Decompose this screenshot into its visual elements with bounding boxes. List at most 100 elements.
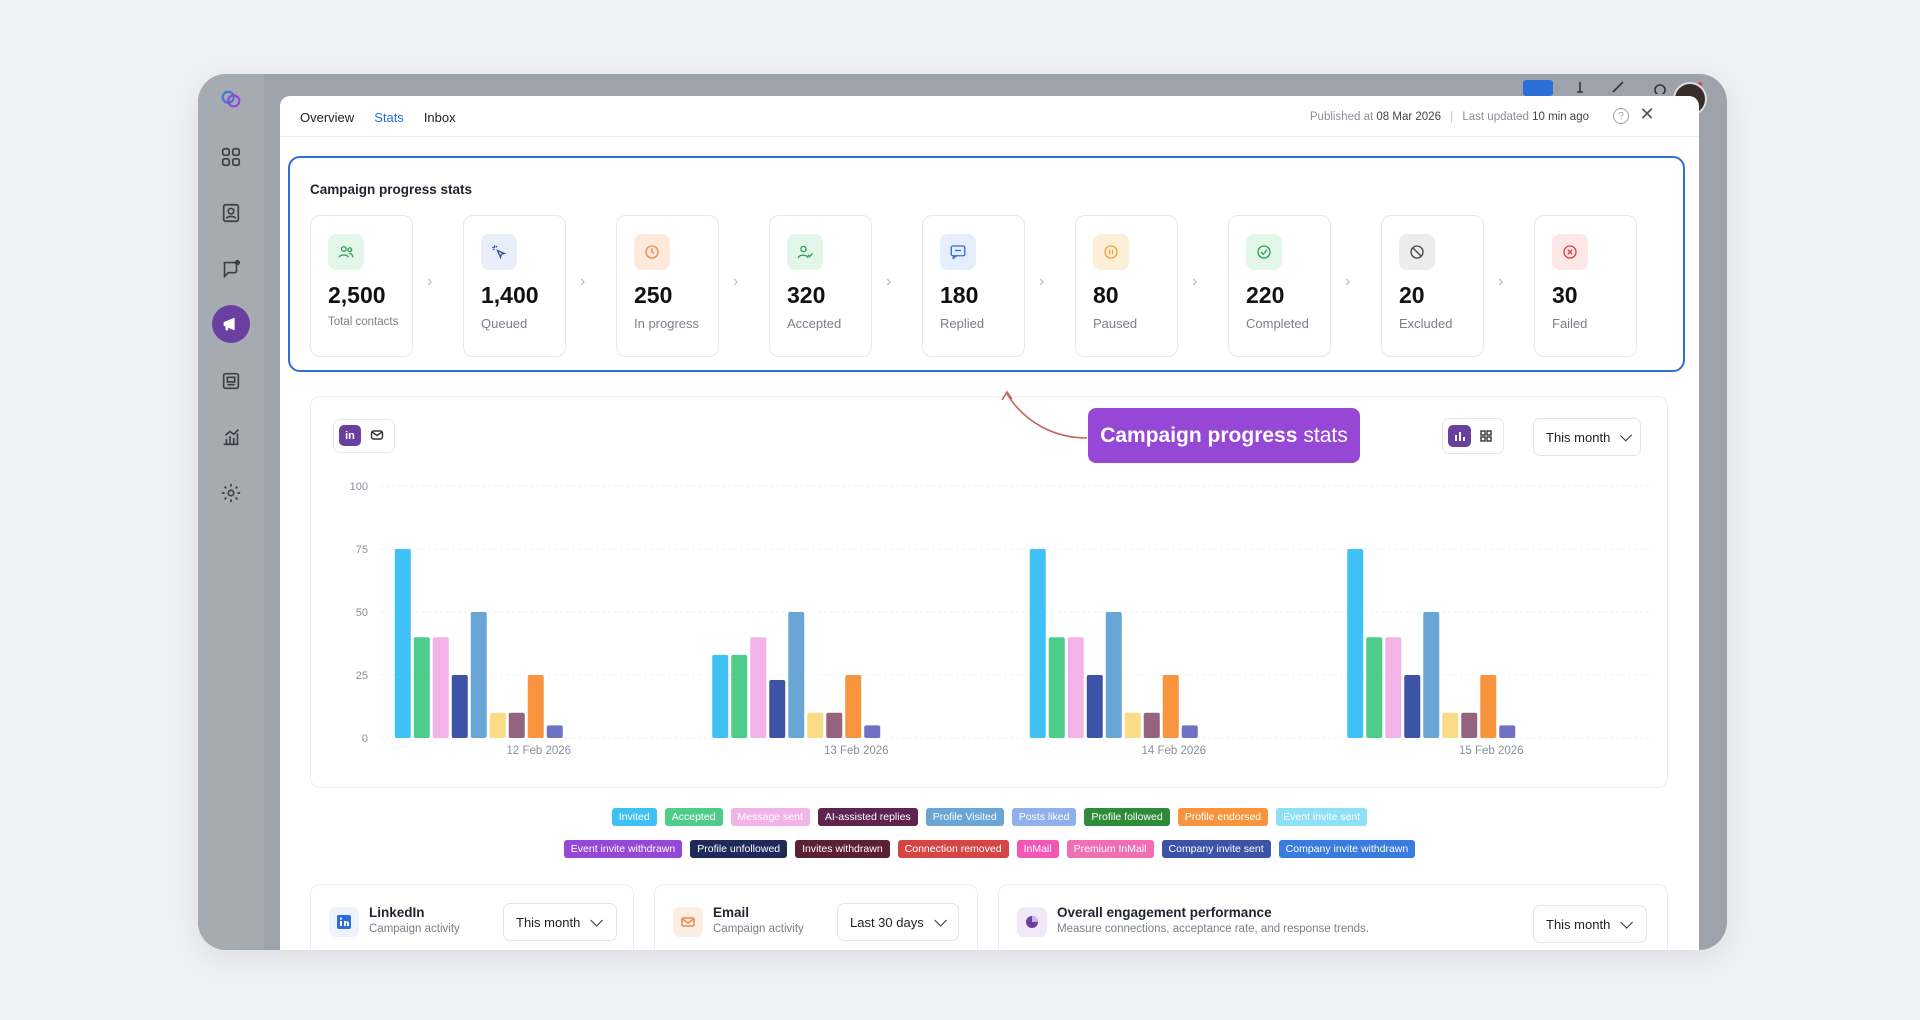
magic-icon[interactable] bbox=[1609, 80, 1631, 94]
linkedin-channel-button[interactable]: in bbox=[339, 425, 361, 446]
stat-card-replied[interactable]: 180 Replied bbox=[922, 215, 1025, 357]
chart-bar[interactable] bbox=[489, 712, 506, 738]
stat-value: 20 bbox=[1399, 282, 1425, 308]
legend-item[interactable]: Posts liked bbox=[1011, 808, 1077, 826]
chart-bar[interactable] bbox=[845, 675, 862, 738]
chart-bar[interactable] bbox=[826, 712, 843, 738]
chart-bar[interactable] bbox=[1366, 637, 1383, 738]
chart-bar[interactable] bbox=[1124, 712, 1141, 738]
stat-card-total-contacts[interactable]: 2,500 Total contacts bbox=[310, 215, 413, 357]
legend-item[interactable]: Premium InMail bbox=[1066, 840, 1154, 858]
chart-bar[interactable] bbox=[1347, 549, 1364, 738]
legend-item[interactable]: Profile Visited bbox=[925, 808, 1004, 826]
chart-bar[interactable] bbox=[864, 725, 881, 738]
chart-bar[interactable] bbox=[470, 612, 487, 738]
chart-bar[interactable] bbox=[807, 712, 824, 738]
chart-bar[interactable] bbox=[1105, 612, 1122, 738]
chart-bar[interactable] bbox=[1423, 612, 1440, 738]
chart-bar[interactable] bbox=[750, 637, 767, 738]
chart-bar[interactable] bbox=[394, 549, 411, 738]
y-tick-label: 100 bbox=[350, 481, 368, 493]
chart-bar[interactable] bbox=[1181, 725, 1198, 738]
chart-bar[interactable] bbox=[731, 654, 748, 738]
dashboard-icon[interactable] bbox=[216, 142, 246, 172]
tab-stats[interactable]: Stats bbox=[374, 110, 404, 125]
chart-bar[interactable] bbox=[451, 675, 468, 738]
legend-item[interactable]: Event invite withdrawn bbox=[563, 840, 683, 858]
notification-icon[interactable] bbox=[1569, 80, 1591, 94]
legend-item[interactable]: Company invite sent bbox=[1161, 840, 1271, 858]
overall-period-select[interactable]: This month bbox=[1533, 905, 1647, 943]
legend-item[interactable]: Invited bbox=[611, 808, 657, 826]
email-card-title: Email bbox=[713, 905, 750, 920]
messages-icon[interactable] bbox=[216, 254, 246, 284]
legend-item[interactable]: Profile endorsed bbox=[1177, 808, 1269, 826]
chevron-right-icon: › bbox=[886, 273, 892, 290]
stat-card-completed[interactable]: 220 Completed bbox=[1228, 215, 1331, 357]
channel-toggle: in bbox=[333, 419, 395, 453]
legend-item[interactable]: Accepted bbox=[664, 808, 723, 826]
chart-bar[interactable] bbox=[546, 725, 563, 738]
tab-inbox[interactable]: Inbox bbox=[423, 110, 456, 125]
campaigns-icon[interactable] bbox=[212, 305, 250, 343]
grid-view-icon[interactable] bbox=[1479, 429, 1493, 443]
callout-rest: stats bbox=[1303, 423, 1348, 447]
email-channel-icon[interactable] bbox=[370, 428, 384, 442]
cursor-click-icon bbox=[481, 234, 517, 270]
chevron-right-icon: › bbox=[1498, 273, 1504, 290]
chart-bar[interactable] bbox=[413, 637, 430, 738]
bar-chart-view-icon[interactable] bbox=[1448, 425, 1471, 447]
legend-item[interactable]: Profile unfollowed bbox=[690, 840, 788, 858]
chart-bar[interactable] bbox=[1385, 637, 1402, 738]
chart-bar[interactable] bbox=[1143, 712, 1160, 738]
chart-bar[interactable] bbox=[788, 612, 805, 738]
chart-bar[interactable] bbox=[1029, 549, 1046, 738]
chart-bar[interactable] bbox=[1404, 675, 1421, 738]
chevron-right-icon: › bbox=[733, 273, 739, 290]
tab-overview[interactable]: Overview bbox=[300, 110, 355, 125]
legend-item[interactable]: Profile followed bbox=[1084, 808, 1170, 826]
help-center-icon[interactable] bbox=[1649, 80, 1671, 96]
stat-card-paused[interactable]: 80 Paused bbox=[1075, 215, 1178, 357]
close-icon[interactable]: ✕ bbox=[1639, 103, 1655, 124]
linkedin-period-select[interactable]: This month bbox=[503, 903, 617, 941]
stat-card-failed[interactable]: 30 Failed bbox=[1534, 215, 1637, 357]
email-period-select[interactable]: Last 30 days bbox=[837, 903, 959, 941]
stat-card-queued[interactable]: 1,400 Queued bbox=[463, 215, 566, 357]
analytics-icon[interactable] bbox=[216, 422, 246, 452]
chart-bar[interactable] bbox=[712, 654, 729, 738]
chart-bar[interactable] bbox=[1461, 712, 1478, 738]
stat-card-in-progress[interactable]: 250 In progress bbox=[616, 215, 719, 357]
chart-bar[interactable] bbox=[527, 675, 544, 738]
templates-icon[interactable] bbox=[216, 366, 246, 396]
legend-item[interactable]: Company invite withdrawn bbox=[1278, 840, 1416, 858]
chart-bar[interactable] bbox=[1067, 637, 1084, 738]
stat-card-accepted[interactable]: 320 Accepted bbox=[769, 215, 872, 357]
chart-bar[interactable] bbox=[769, 680, 786, 738]
settings-icon[interactable] bbox=[216, 478, 246, 508]
legend-item[interactable]: Message sent bbox=[730, 808, 810, 826]
legend-item[interactable]: InMail bbox=[1016, 840, 1059, 858]
stat-card-excluded[interactable]: 20 Excluded bbox=[1381, 215, 1484, 357]
help-icon[interactable]: ? bbox=[1613, 108, 1629, 124]
chart-bar[interactable] bbox=[508, 712, 525, 738]
chart-bar[interactable] bbox=[1499, 725, 1516, 738]
chart-bar[interactable] bbox=[432, 637, 449, 738]
legend-item[interactable]: Connection removed bbox=[897, 840, 1009, 858]
meta-separator: | bbox=[1450, 111, 1454, 123]
chart-bar[interactable] bbox=[1480, 675, 1497, 738]
chart-bar[interactable] bbox=[1086, 675, 1103, 738]
chart-bar[interactable] bbox=[1442, 712, 1459, 738]
chevron-right-icon: › bbox=[427, 273, 433, 290]
chart-period-select[interactable]: This month bbox=[1533, 418, 1641, 456]
legend-item[interactable]: AI-assisted replies bbox=[817, 808, 918, 826]
app-logo-icon[interactable] bbox=[216, 84, 246, 114]
chart-bar[interactable] bbox=[1162, 675, 1179, 738]
stat-value: 250 bbox=[634, 282, 673, 308]
overall-card-subtitle: Measure connections, acceptance rate, an… bbox=[1057, 923, 1369, 935]
chart-bar[interactable] bbox=[1048, 637, 1065, 738]
primary-action-icon[interactable] bbox=[1523, 80, 1553, 96]
contacts-icon[interactable] bbox=[216, 198, 246, 228]
legend-item[interactable]: Event invite sent bbox=[1276, 808, 1368, 826]
legend-item[interactable]: Invites withdrawn bbox=[795, 840, 890, 858]
